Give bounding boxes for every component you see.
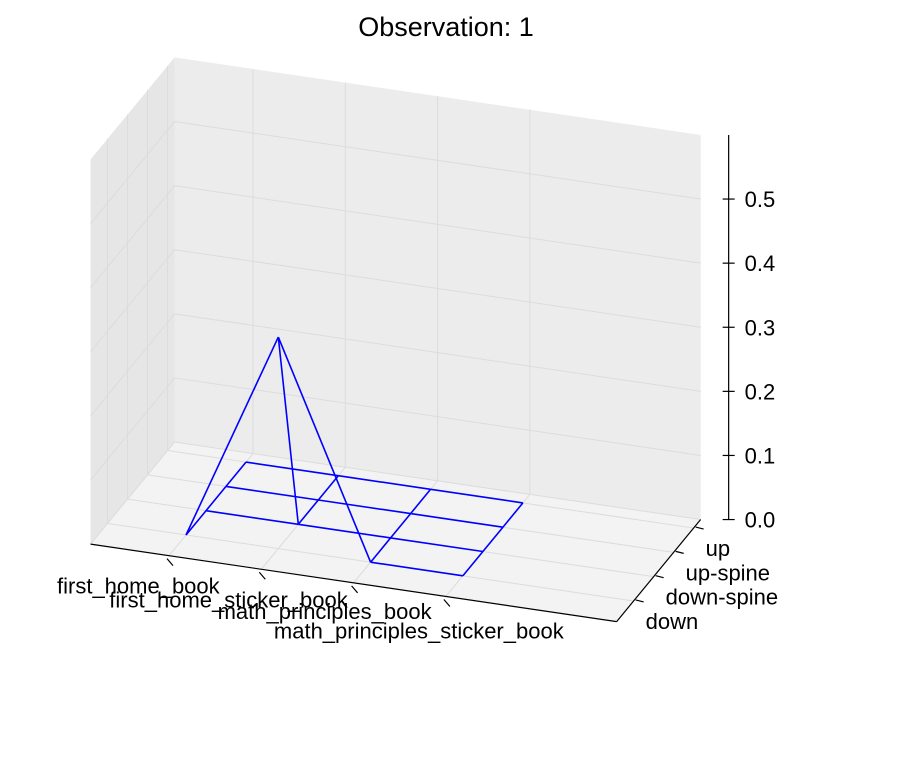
wire-segment-y xyxy=(185,510,207,536)
wire-segment-x xyxy=(410,512,504,528)
x-tick xyxy=(351,585,359,594)
x-tick-label: first_home_sticker_book xyxy=(109,587,348,612)
wire-segment-x xyxy=(225,485,319,501)
wire-segment-x xyxy=(318,499,411,515)
chart-title: Observation: 1 xyxy=(358,12,534,42)
wire-segment-y xyxy=(389,513,412,539)
gridline-z-left xyxy=(90,377,175,481)
x-tick-label: math_principles_book xyxy=(218,599,433,624)
y-axis-line xyxy=(616,519,702,622)
z-tick-label: 0.4 xyxy=(745,251,776,276)
wire-segment-x xyxy=(277,336,372,563)
wire-segment-y xyxy=(369,537,392,563)
data-wireframe xyxy=(185,336,524,577)
wire-segment-y xyxy=(277,336,300,525)
x-tick-label: first_home_book xyxy=(57,574,221,599)
wire-segment-x xyxy=(205,509,299,526)
wire-segment-x xyxy=(338,474,431,491)
z-tick-label: 0.2 xyxy=(745,379,776,404)
z-tick-label: 0.3 xyxy=(745,315,776,340)
wire-segment-x xyxy=(298,523,391,539)
y-tick xyxy=(635,599,644,603)
y-tick xyxy=(675,550,684,554)
y-tick-label: down-spine xyxy=(666,585,779,610)
wire-segment-y xyxy=(502,502,524,528)
wire-segment-y xyxy=(297,499,319,525)
wire-segment-y xyxy=(225,461,247,487)
x-tick xyxy=(166,558,174,567)
chart-axes xyxy=(90,134,735,623)
gridline-z-left xyxy=(90,313,175,417)
y-tick-label: down xyxy=(646,609,699,634)
y-tick-label: up-spine xyxy=(686,560,770,585)
x-tick-label: math_principles_sticker_book xyxy=(274,618,565,643)
wire-segment-x xyxy=(370,561,464,577)
y-tick xyxy=(655,575,664,579)
chart-panes xyxy=(90,57,701,622)
wire-segment-y xyxy=(409,488,432,515)
wire-segment-x xyxy=(390,537,484,553)
x-axis-line xyxy=(90,543,617,623)
gridline-z-left xyxy=(90,441,175,545)
gridline-z-left xyxy=(90,249,175,353)
z-tick-label: 0.1 xyxy=(745,443,776,468)
wire-segment-y xyxy=(482,526,504,553)
chart-gridlines xyxy=(90,65,701,602)
x-tick xyxy=(258,571,266,580)
wire-segment-x xyxy=(185,336,280,536)
wire-segment-y xyxy=(205,485,227,512)
gridline-z-left xyxy=(90,121,175,224)
y-tick-label: up xyxy=(706,536,730,561)
x-tick xyxy=(443,599,451,607)
wire-segment-y xyxy=(317,475,339,501)
wire-segment-x xyxy=(430,488,524,504)
wire-segment-y xyxy=(462,550,484,577)
z-tick-label: 0.5 xyxy=(745,187,776,212)
y-tick xyxy=(695,526,704,530)
z-tick-label: 0.0 xyxy=(745,508,776,533)
tick-labels: first_home_bookfirst_home_sticker_bookma… xyxy=(57,187,778,643)
gridline-z-left xyxy=(90,185,175,289)
